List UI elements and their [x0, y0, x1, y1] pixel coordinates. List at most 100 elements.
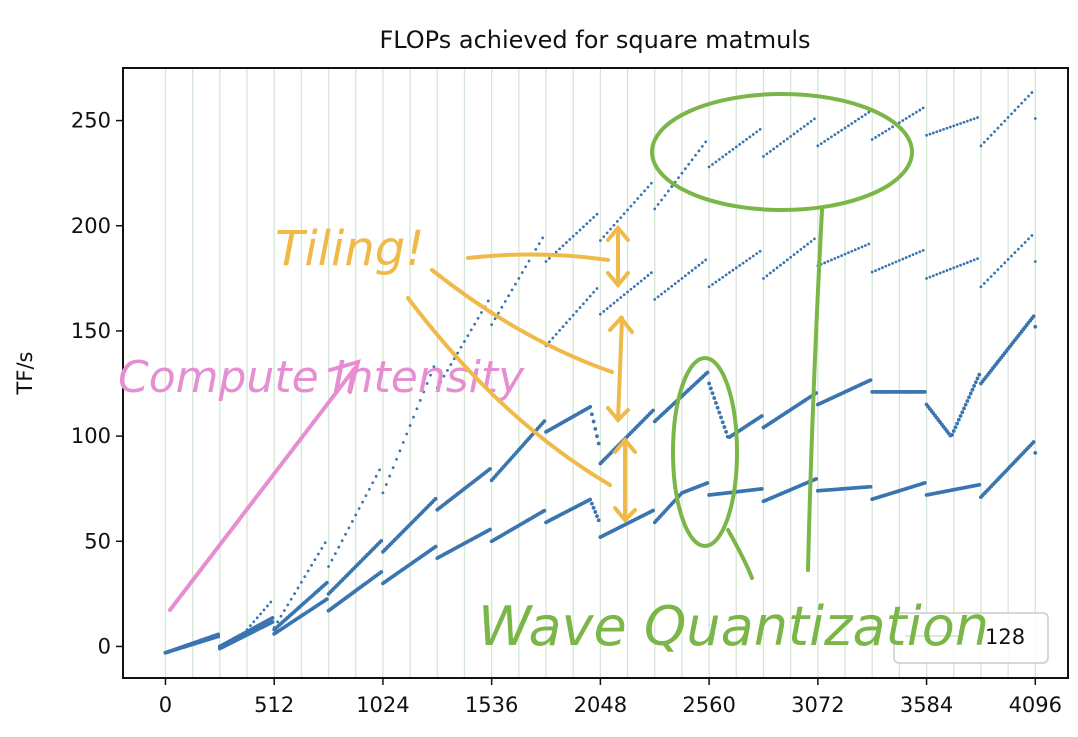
data-point — [565, 241, 568, 244]
data-point — [853, 248, 857, 252]
data-point — [748, 135, 752, 139]
data-point — [911, 112, 915, 116]
data-point — [593, 510, 598, 514]
data-point — [830, 258, 833, 262]
data-point — [282, 609, 286, 612]
data-point — [435, 386, 439, 390]
data-point — [561, 325, 565, 328]
data-point — [860, 115, 864, 119]
data-point — [588, 219, 592, 222]
data-point — [677, 279, 680, 283]
data-point — [826, 137, 830, 141]
data-point — [433, 496, 438, 501]
data-point — [914, 110, 918, 114]
data-point — [1023, 240, 1027, 244]
data-point — [493, 317, 497, 321]
data-point — [707, 165, 711, 169]
data-point — [959, 263, 962, 267]
data-point — [588, 497, 593, 502]
data-point — [1033, 117, 1037, 120]
data-point — [588, 405, 593, 409]
data-point — [612, 301, 616, 305]
data-point — [955, 421, 960, 426]
data-point — [646, 185, 650, 189]
data-point — [598, 312, 602, 316]
data-point — [755, 130, 759, 134]
data-point — [646, 274, 650, 277]
data-point — [310, 563, 313, 567]
y-tick-label: 200 — [71, 214, 111, 238]
data-point — [537, 242, 541, 246]
data-point — [401, 441, 405, 444]
data-point — [959, 122, 962, 125]
data-point — [415, 407, 419, 411]
data-point — [989, 133, 993, 137]
data-point — [897, 121, 901, 125]
data-point — [816, 144, 820, 148]
data-point — [806, 242, 810, 246]
y-tick-label: 250 — [71, 109, 111, 133]
data-point — [534, 248, 538, 251]
data-point — [833, 133, 837, 137]
y-tick-label: 100 — [71, 424, 111, 448]
data-point — [558, 329, 562, 332]
data-point — [731, 147, 735, 151]
data-point — [714, 280, 718, 284]
data-point — [728, 271, 731, 274]
data-point — [270, 616, 275, 620]
data-point — [596, 518, 601, 523]
data-point — [324, 597, 329, 602]
data-point — [439, 380, 443, 384]
data-point — [952, 124, 956, 128]
data-point — [527, 259, 531, 263]
data-point — [1010, 254, 1013, 258]
data-point — [962, 406, 966, 411]
data-point — [581, 225, 585, 229]
data-point — [524, 265, 528, 269]
data-point — [789, 134, 793, 138]
data-point — [836, 131, 840, 134]
y-tick-label: 150 — [71, 319, 111, 343]
data-point — [629, 204, 633, 208]
data-point — [918, 250, 922, 254]
data-point — [712, 396, 717, 400]
data-point — [589, 412, 594, 417]
data-point — [683, 274, 687, 278]
data-point — [874, 269, 878, 272]
data-point — [1006, 258, 1010, 261]
data-point — [666, 189, 670, 193]
x-tick-label: 3584 — [900, 693, 953, 717]
data-point — [868, 484, 873, 489]
data-point — [948, 125, 952, 129]
data-point — [446, 368, 449, 372]
data-point — [303, 575, 307, 579]
plot-frame — [122, 67, 1069, 679]
data-point — [259, 612, 263, 616]
data-point — [870, 270, 874, 274]
x-tick-label: 1536 — [465, 693, 518, 717]
data-point — [289, 597, 293, 601]
data-point — [323, 541, 327, 545]
data-point — [921, 106, 925, 110]
data-point — [715, 405, 720, 410]
data-point — [279, 614, 283, 618]
data-point — [602, 235, 606, 239]
annotation-text: Tiling! — [275, 221, 424, 277]
data-point — [782, 139, 786, 143]
data-point — [918, 108, 922, 112]
data-point — [765, 274, 769, 278]
data-point — [286, 603, 290, 607]
data-point — [762, 276, 765, 280]
data-point — [598, 239, 602, 242]
data-point — [554, 332, 558, 336]
x-tick-label: 2048 — [574, 693, 627, 717]
data-point — [578, 306, 582, 309]
data-point — [813, 117, 816, 121]
data-point — [826, 259, 830, 263]
data-point — [408, 424, 412, 427]
data-points — [163, 91, 1038, 655]
data-point — [649, 181, 653, 185]
data-point — [651, 408, 655, 413]
data-point — [745, 259, 748, 263]
data-point — [967, 395, 971, 400]
